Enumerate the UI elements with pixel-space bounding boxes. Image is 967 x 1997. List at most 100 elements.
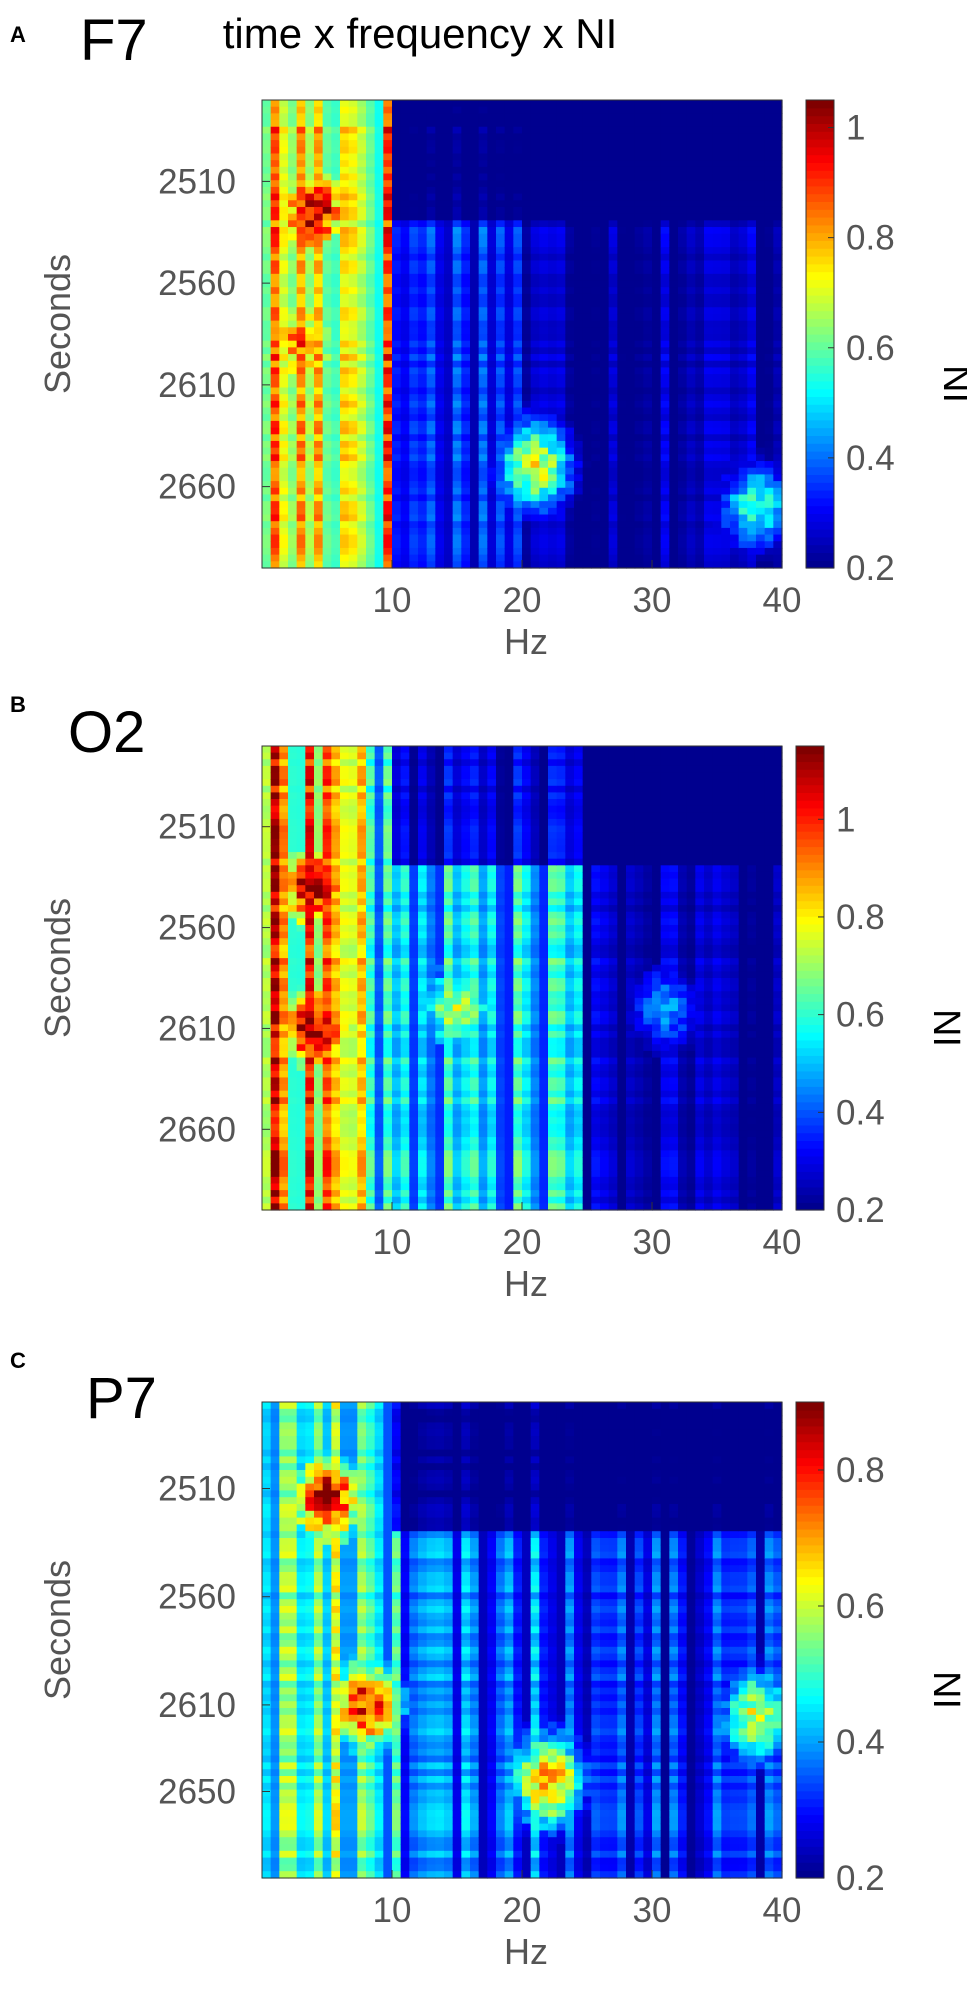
heatmap-cell [279,401,288,408]
heatmap-cell [635,240,644,247]
heatmap-cell [453,254,462,261]
heatmap-cell [721,541,730,548]
heatmap-cell [305,481,314,488]
heatmap-cell [643,521,652,528]
heatmap-cell [496,200,505,207]
heatmap-cell [539,381,548,388]
colorbar-segment [806,350,834,358]
heatmap-cell [288,294,297,301]
heatmap-cell [444,441,453,448]
heatmap-cell [262,127,271,134]
heatmap-cell [635,174,644,181]
figure-title: time x frequency x NI [223,10,617,57]
heatmap-cell [366,354,375,361]
heatmap-cell [271,1097,280,1104]
heatmap-cell [522,287,531,294]
heatmap-cell [539,240,548,247]
heatmap-cell [427,541,436,548]
heatmap-cell [314,759,323,766]
heatmap-cell [375,468,384,475]
heatmap-cell [617,260,626,267]
heatmap-cell [600,294,609,301]
heatmap-cell [366,428,375,435]
heatmap-cell [357,347,366,354]
heatmap-cell [470,100,479,107]
heatmap-cell [271,1038,280,1045]
heatmap-cell [496,153,505,160]
heatmap-cell [323,832,332,839]
heatmap-cell [418,448,427,455]
heatmap-cell [357,474,366,481]
heatmap-cell [331,334,340,341]
heatmap-cell [730,555,739,562]
heatmap-cell [626,167,635,174]
heatmap-cell [271,912,280,919]
heatmap-cell [279,832,288,839]
heatmap-cell [557,428,566,435]
heatmap-cell [297,528,306,535]
heatmap-cell [531,515,540,522]
heatmap-cell [652,207,661,214]
colorbar-segment [806,256,834,264]
heatmap-cell [271,481,280,488]
heatmap-cell [496,414,505,421]
heatmap-cell [340,160,349,167]
heatmap-cell [695,327,704,334]
heatmap-cell [669,541,678,548]
heatmap-cell [739,434,748,441]
heatmap-cell [314,1197,323,1204]
heatmap-cell [565,454,574,461]
heatmap-cell [695,194,704,201]
heatmap-cell [331,859,340,866]
heatmap-cell [305,1164,314,1171]
heatmap-cell [401,133,410,140]
heatmap-cell [522,294,531,301]
heatmap-cell [357,127,366,134]
heatmap-cell [297,428,306,435]
heatmap-cell [427,515,436,522]
heatmap-cell [461,401,470,408]
heatmap-cell [678,421,687,428]
heatmap-cell [392,220,401,227]
heatmap-cell [323,998,332,1005]
heatmap-cell [730,515,739,522]
heatmap-cell [626,321,635,328]
heatmap-cell [297,160,306,167]
heatmap-cell [314,806,323,813]
heatmap-cell [678,408,687,415]
heatmap-cell [314,985,323,992]
heatmap-cell [453,501,462,508]
heatmap-cell [340,374,349,381]
heatmap-cell [453,100,462,107]
heatmap-cell [271,187,280,194]
heatmap-cell [470,260,479,267]
heatmap-cell [357,260,366,267]
heatmap-cell [531,267,540,274]
heatmap-cell [435,200,444,207]
heatmap-cell [591,127,600,134]
heatmap-cell [713,174,722,181]
heatmap-cell [765,227,774,234]
heatmap-cell [747,555,756,562]
heatmap-cell [470,334,479,341]
heatmap-cell [262,958,271,965]
heatmap-cell [704,207,713,214]
heatmap-cell [409,227,418,234]
heatmap-cell [643,387,652,394]
heatmap-cell [765,100,774,107]
heatmap-cell [314,133,323,140]
heatmap-cell [340,1018,349,1025]
heatmap-cell [297,832,306,839]
heatmap-cell [340,414,349,421]
heatmap-cell [539,428,548,435]
heatmap-cell [496,541,505,548]
heatmap-cell [461,294,470,301]
heatmap-cell [583,448,592,455]
colorbar-segment [806,170,834,178]
heatmap-cell [756,428,765,435]
heatmap-cell [349,555,358,562]
heatmap-cell [678,474,687,481]
heatmap-cell [453,174,462,181]
heatmap-cell [635,220,644,227]
heatmap-cell [747,521,756,528]
